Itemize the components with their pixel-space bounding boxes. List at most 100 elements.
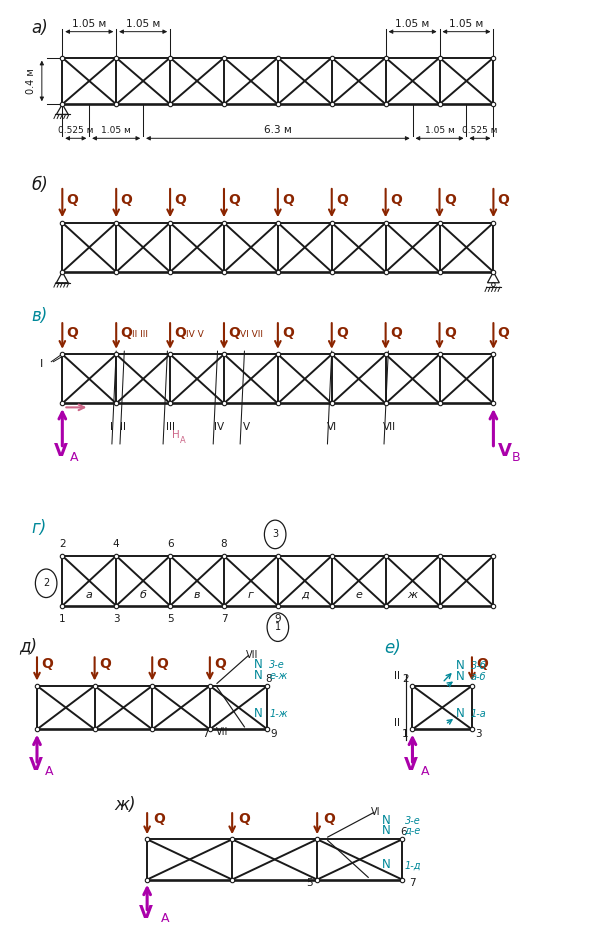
Text: г): г) xyxy=(31,519,46,537)
Text: I: I xyxy=(40,359,44,370)
Text: II III: II III xyxy=(132,331,148,339)
Text: 3: 3 xyxy=(475,730,482,739)
Text: 1.05 м: 1.05 м xyxy=(424,126,454,135)
Text: N: N xyxy=(254,657,263,671)
Text: е): е) xyxy=(384,638,401,656)
Text: V: V xyxy=(29,756,43,774)
Text: д): д) xyxy=(19,637,37,656)
Text: г: г xyxy=(248,590,254,599)
Text: Q: Q xyxy=(336,193,348,207)
Text: Q: Q xyxy=(154,811,165,826)
Text: II: II xyxy=(120,422,126,431)
Text: II: II xyxy=(394,671,400,680)
Text: Q: Q xyxy=(336,327,348,340)
Text: 2: 2 xyxy=(402,674,409,684)
Text: N: N xyxy=(456,670,464,683)
Text: 1.05 м: 1.05 м xyxy=(101,126,131,135)
Text: Q: Q xyxy=(99,656,111,671)
Text: 1.05 м: 1.05 м xyxy=(72,19,106,28)
Text: д: д xyxy=(301,590,309,599)
Text: Q: Q xyxy=(390,193,402,207)
Text: е-ж: е-ж xyxy=(269,671,287,680)
Text: 3-е: 3-е xyxy=(269,659,285,670)
Text: V: V xyxy=(138,903,153,922)
Text: IV V: IV V xyxy=(186,331,204,339)
Text: N: N xyxy=(456,707,464,720)
Text: Q: Q xyxy=(157,656,169,671)
Text: Q: Q xyxy=(444,327,456,340)
Text: Q: Q xyxy=(498,193,510,207)
Text: N: N xyxy=(382,824,391,837)
Text: III: III xyxy=(165,422,175,431)
Text: Q: Q xyxy=(41,656,54,671)
Text: V: V xyxy=(405,756,418,774)
Text: Q: Q xyxy=(175,327,186,340)
Text: 7: 7 xyxy=(221,614,228,623)
Text: 1: 1 xyxy=(59,614,66,623)
Text: 1-а: 1-а xyxy=(471,710,486,719)
Text: в: в xyxy=(194,590,200,599)
Text: A: A xyxy=(70,451,79,465)
Text: Q: Q xyxy=(228,327,240,340)
Text: а): а) xyxy=(31,19,48,37)
Text: д-е: д-е xyxy=(405,826,421,836)
Text: ж: ж xyxy=(408,590,418,599)
Text: V: V xyxy=(243,422,250,431)
Text: Q: Q xyxy=(477,656,488,671)
Text: N: N xyxy=(254,707,263,720)
Text: 1: 1 xyxy=(275,622,281,632)
Text: 0.525 м: 0.525 м xyxy=(462,126,498,135)
Text: N: N xyxy=(382,859,391,871)
Text: б): б) xyxy=(31,176,48,194)
Text: N: N xyxy=(382,813,391,826)
Text: Q: Q xyxy=(175,193,186,207)
Text: Q: Q xyxy=(239,811,250,826)
Text: 0.4 м: 0.4 м xyxy=(26,68,36,94)
Text: V: V xyxy=(498,442,512,460)
Text: 9: 9 xyxy=(271,729,277,738)
Text: 6: 6 xyxy=(400,827,407,837)
Text: 3: 3 xyxy=(113,614,119,623)
Text: Q: Q xyxy=(282,327,294,340)
Text: 7: 7 xyxy=(408,879,415,888)
Text: 5: 5 xyxy=(306,879,312,888)
Text: VI VII: VI VII xyxy=(240,331,263,339)
Text: A: A xyxy=(161,912,169,925)
Text: VI: VI xyxy=(371,808,380,817)
Text: 4: 4 xyxy=(113,540,119,549)
Text: Q: Q xyxy=(214,656,226,671)
Text: 9: 9 xyxy=(274,614,281,623)
Text: Q: Q xyxy=(323,811,336,826)
Text: II: II xyxy=(394,717,400,728)
Text: Q: Q xyxy=(121,327,132,340)
Text: Q: Q xyxy=(121,193,132,207)
Text: е: е xyxy=(355,590,362,599)
Text: Q: Q xyxy=(228,193,240,207)
Text: 1.05 м: 1.05 м xyxy=(395,19,430,28)
Text: N: N xyxy=(254,669,263,681)
Text: 0.525 м: 0.525 м xyxy=(58,126,93,135)
Text: Q: Q xyxy=(282,193,294,207)
Text: Q: Q xyxy=(390,327,402,340)
Text: 3-б: 3-б xyxy=(471,661,486,671)
Text: 2: 2 xyxy=(43,579,49,588)
Text: 2: 2 xyxy=(59,540,66,549)
Text: а: а xyxy=(86,590,93,599)
Text: 1: 1 xyxy=(402,730,408,739)
Text: 7: 7 xyxy=(202,729,208,738)
Text: 8: 8 xyxy=(221,540,228,549)
Text: VII: VII xyxy=(383,422,397,431)
Text: 1.05 м: 1.05 м xyxy=(126,19,161,28)
Text: V: V xyxy=(54,442,68,460)
Text: 6.3 м: 6.3 м xyxy=(264,125,292,135)
Text: A: A xyxy=(180,436,185,445)
Text: 3-е: 3-е xyxy=(405,816,421,826)
Text: N: N xyxy=(456,659,464,672)
Text: Q: Q xyxy=(66,193,79,207)
Text: 8: 8 xyxy=(265,674,272,684)
Text: I: I xyxy=(111,422,113,431)
Text: ж): ж) xyxy=(115,796,137,814)
Text: 6: 6 xyxy=(167,540,173,549)
Text: в): в) xyxy=(31,307,47,325)
Text: а-б: а-б xyxy=(471,672,486,682)
